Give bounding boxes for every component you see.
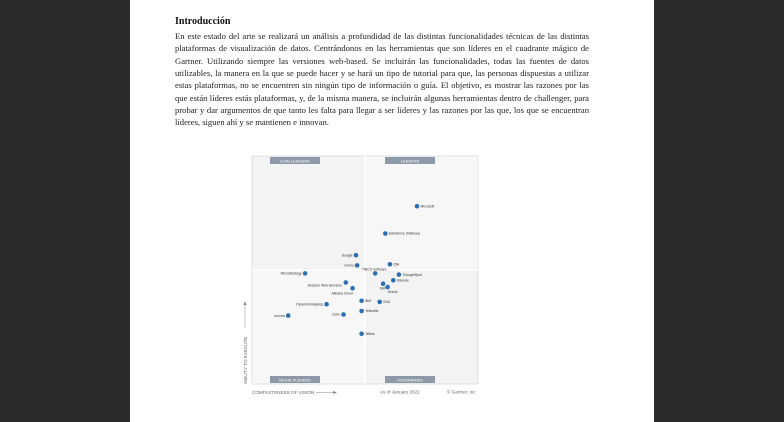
vendor-dot-alibaba-cloud bbox=[350, 285, 355, 291]
vendor-label-sap: SAP bbox=[380, 287, 388, 291]
niche-players-tag bbox=[270, 376, 320, 383]
vendor-label-microstrategy: MicroStrategy bbox=[281, 272, 302, 276]
intro-paragraph: En este estado del arte se realizará un … bbox=[175, 31, 589, 128]
quadrant-challengers bbox=[252, 156, 365, 270]
vendor-label-thoughtspot: ThoughtSpot bbox=[402, 273, 421, 277]
vendor-dot-google bbox=[353, 252, 359, 258]
vendor-dot-sap bbox=[380, 281, 386, 286]
vendor-label-amazon-web-services: Amazon Web Services bbox=[308, 284, 343, 288]
vendor-dot-zoho bbox=[341, 312, 346, 317]
vendor-dot-thoughtspot bbox=[396, 272, 402, 277]
quadrant-leaders bbox=[365, 156, 478, 270]
vendor-label-tibco-software: TIBCO Software bbox=[362, 267, 387, 271]
quadrant-visionaries bbox=[365, 270, 478, 384]
vendor-label-domo: Domo bbox=[345, 264, 354, 268]
quadrant-niche-players bbox=[252, 270, 365, 384]
vendor-label-alibaba-cloud: Alibaba Cloud bbox=[331, 292, 352, 296]
vendor-label-salesforce-tableau: Salesforce (Tableau) bbox=[389, 232, 420, 236]
vendor-label-zoho: Zoho bbox=[332, 313, 340, 317]
vendor-label-ibm: IBM bbox=[365, 299, 371, 303]
vendor-dot-pyramid-analytics bbox=[324, 301, 329, 307]
vendor-label-incorta: Incorta bbox=[274, 314, 284, 318]
vendor-dot-microstrategy bbox=[302, 271, 308, 276]
leaders-tag bbox=[385, 157, 435, 164]
vendor-dot-domo bbox=[354, 263, 360, 268]
date-note: As of January 2022 bbox=[380, 390, 420, 395]
vendor-dot-yellowfin bbox=[359, 308, 364, 314]
vendor-label-microsoft: Microsoft bbox=[421, 204, 435, 208]
vendor-dot-sas bbox=[377, 299, 382, 305]
vendor-points: Microsoft Salesforce (Tableau) Qlik Google D… bbox=[274, 203, 435, 337]
vendor-label-tellius: Tellius bbox=[365, 332, 375, 336]
vendor-dot-oracle bbox=[385, 284, 390, 290]
vendor-dot-amazon-web-services bbox=[343, 280, 349, 285]
visionaries-tag bbox=[385, 376, 435, 383]
niche-players-label: NICHE PLAYERS bbox=[279, 377, 311, 382]
vendor-label-google: Google bbox=[342, 253, 353, 257]
vendor-dot-ibm bbox=[359, 298, 364, 304]
vendor-dot-microsoft bbox=[414, 203, 420, 209]
x-axis-arrow-head bbox=[333, 391, 337, 394]
vendor-label-yellowfin: Yellowfin bbox=[365, 309, 378, 313]
y-axis-arrow-head bbox=[243, 301, 247, 305]
magic-quadrant-figure: CHALLENGERS LEADERS NICHE PLAYERS VISION… bbox=[240, 154, 484, 400]
vendor-label-qlik: Qlik bbox=[393, 263, 399, 267]
leaders-label: LEADERS bbox=[401, 158, 420, 163]
vendor-dot-qlik bbox=[387, 262, 393, 267]
document-page: Introducción En este estado del arte se … bbox=[130, 0, 654, 422]
section-heading: Introducción bbox=[175, 16, 231, 27]
vendor-label-pyramid-analytics: Pyramid Analytics bbox=[296, 302, 323, 306]
vendor-dot-incorta bbox=[285, 313, 291, 318]
copyright-note: © Gartner, Inc bbox=[447, 389, 476, 395]
x-axis-label: COMPLETENESS OF VISION bbox=[252, 390, 314, 395]
visionaries-label: VISIONARIES bbox=[397, 377, 423, 382]
challengers-tag bbox=[270, 157, 320, 164]
challengers-label: CHALLENGERS bbox=[280, 158, 310, 163]
vendor-dot-tibco-software bbox=[372, 271, 378, 276]
y-axis-label: ABILITY TO EXECUTE bbox=[243, 337, 248, 385]
magic-quadrant-chart: CHALLENGERS LEADERS NICHE PLAYERS VISION… bbox=[243, 155, 479, 395]
vendor-label-sisense: Sisense bbox=[397, 279, 409, 283]
vendor-label-sas: SAS bbox=[383, 300, 391, 304]
vendor-dot-sisense bbox=[391, 278, 396, 283]
vendor-dot-tellius bbox=[359, 331, 364, 337]
vendor-label-oracle: Oracle bbox=[388, 290, 398, 294]
vendor-dot-salesforce-tableau bbox=[383, 231, 388, 236]
